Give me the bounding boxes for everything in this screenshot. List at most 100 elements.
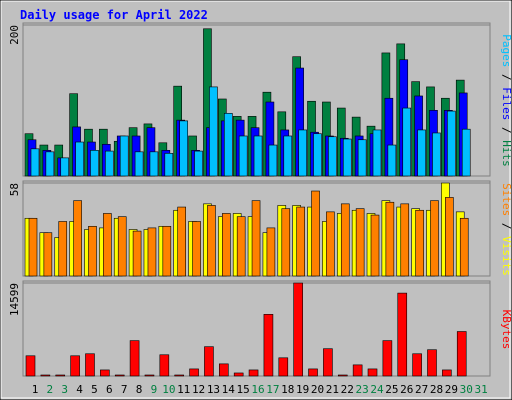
bar <box>296 206 305 277</box>
bar <box>342 138 352 177</box>
bar <box>88 225 97 277</box>
bar <box>253 135 263 177</box>
bar <box>70 355 80 377</box>
x-tick-label: 15 <box>237 383 250 396</box>
x-tick-label: 25 <box>385 383 398 396</box>
bar <box>432 132 441 177</box>
bar <box>209 86 218 177</box>
bar <box>238 135 248 177</box>
x-tick-label: 24 <box>370 383 384 396</box>
bar <box>459 217 469 277</box>
bar <box>326 211 335 277</box>
legend-separator: / <box>500 120 512 140</box>
bar <box>162 225 172 277</box>
bar <box>85 353 95 377</box>
bar <box>45 151 55 177</box>
bar <box>412 353 422 377</box>
bar <box>278 357 289 377</box>
bar <box>430 200 439 277</box>
bar <box>397 292 408 377</box>
x-tick-label: 6 <box>106 383 113 396</box>
y-tick-label: 14599 <box>8 283 21 316</box>
bar <box>149 151 159 177</box>
bar <box>30 148 40 177</box>
x-tick-label: 9 <box>151 383 158 396</box>
bar <box>144 374 155 377</box>
x-tick-label: 27 <box>415 383 428 396</box>
bar <box>400 203 410 277</box>
bar <box>298 129 307 177</box>
bar <box>164 153 174 177</box>
chart-title: Daily usage for April 2022 <box>20 8 208 22</box>
bar <box>73 200 82 277</box>
bar <box>25 355 36 377</box>
legend: KBytes <box>500 310 512 350</box>
bar <box>311 190 320 277</box>
bar <box>129 340 140 377</box>
x-tick-label: 21 <box>326 383 339 396</box>
bar <box>308 368 318 377</box>
bar <box>402 107 412 177</box>
bar <box>372 129 382 177</box>
bar <box>283 135 293 177</box>
bar <box>90 150 99 177</box>
bar <box>456 331 467 377</box>
bar <box>177 206 186 277</box>
x-tick-label: 16 <box>251 383 264 396</box>
bar <box>40 374 51 377</box>
bar <box>58 221 68 277</box>
bar <box>357 139 367 177</box>
bar <box>251 200 261 277</box>
y-tick-label: 58 <box>8 183 21 196</box>
x-tick-label: 26 <box>400 383 413 396</box>
bar <box>222 213 231 277</box>
bar <box>132 230 142 277</box>
bar <box>159 354 170 377</box>
x-tick-label: 11 <box>177 383 190 396</box>
y-tick-label: 200 <box>8 25 21 45</box>
legend-entry: Hits <box>500 140 512 167</box>
bar <box>268 144 278 177</box>
bar <box>427 349 437 377</box>
legend-entry: KBytes <box>500 310 512 350</box>
x-tick-label: 20 <box>311 383 324 396</box>
legend-entry: Sites <box>500 183 512 216</box>
bar <box>194 150 203 177</box>
x-tick-label: 2 <box>47 383 54 396</box>
x-tick-label: 28 <box>430 383 443 396</box>
legend-entry: Pages <box>500 34 512 67</box>
x-tick-label: 13 <box>207 383 220 396</box>
bar <box>75 141 84 177</box>
x-tick-label: 4 <box>76 383 83 396</box>
bar <box>219 363 229 377</box>
bar <box>103 213 112 277</box>
bar <box>385 201 395 277</box>
bar <box>207 205 216 277</box>
bar <box>293 282 303 377</box>
bar <box>337 374 348 377</box>
bar <box>367 368 378 377</box>
x-tick-label: 3 <box>61 383 68 396</box>
legend-entry: Files <box>500 87 512 120</box>
bar <box>442 369 452 377</box>
bar <box>174 374 184 377</box>
bar <box>236 216 246 277</box>
bar <box>387 144 397 177</box>
bar <box>352 364 363 377</box>
x-tick-label: 30 <box>460 383 473 396</box>
bar <box>105 150 114 177</box>
bar <box>134 151 144 177</box>
bar <box>340 203 350 277</box>
x-tick-label: 14 <box>222 383 236 396</box>
bar <box>266 227 276 277</box>
bar <box>43 232 53 277</box>
legend: Sites / Visits <box>500 183 512 276</box>
x-tick-label: 12 <box>192 383 205 396</box>
x-tick-label: 18 <box>281 383 294 396</box>
legend-entry: Visits <box>500 236 512 276</box>
bar <box>323 348 333 377</box>
legend: Pages / Files / Hits <box>500 34 512 167</box>
bar <box>281 208 291 277</box>
